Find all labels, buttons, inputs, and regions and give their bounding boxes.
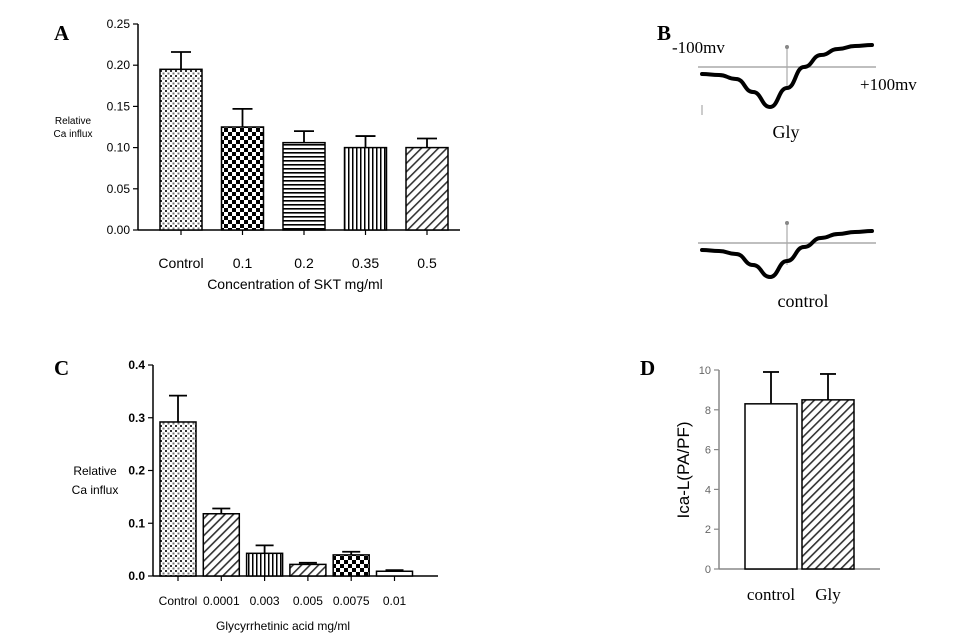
y-tick-label: 0.05 (107, 182, 131, 196)
trace-control (700, 229, 874, 279)
x-tick-label: 0.0001 (203, 594, 240, 608)
x-tick-label: 0.003 (250, 594, 280, 608)
x-tick-label: 0.35 (352, 255, 379, 271)
y-tick-label: 2 (705, 524, 711, 536)
panel-label-c: C (54, 356, 69, 380)
y-axis-label: Ca influx (54, 129, 93, 140)
x-tick-label: 0.01 (383, 594, 407, 608)
bar-0.0075 (332, 554, 370, 577)
bar-0.0001 (202, 513, 241, 577)
y-tick-label: 0.20 (107, 58, 131, 72)
panel-label-b: B (657, 21, 671, 45)
x-tick-label: control (747, 585, 795, 604)
bar-0.01 (375, 570, 414, 577)
panel-label-a: A (54, 21, 70, 45)
y-axis-label: Relative (55, 116, 92, 127)
x-tick-label: 0.1 (233, 255, 253, 271)
x-tick-label: Control (158, 255, 203, 271)
bar-Gly (801, 399, 855, 570)
x-axis-label: Glycyrrhetinic acid mg/ml (216, 619, 350, 633)
x-tick-label: 0.2 (294, 255, 314, 271)
x-axis-label: Concentration of SKT mg/ml (207, 276, 383, 292)
bar-0.005 (289, 563, 327, 577)
y-tick-label: 10 (699, 365, 711, 377)
y-tick-label: 4 (705, 484, 711, 496)
chart-c: 0.0 0.1 0.2 0.3 0.4 Control 0.0001 0.003 0.005 0.… (72, 358, 438, 633)
voltage-label-right: +100mv (860, 75, 917, 94)
y-tick-label: 0.15 (107, 99, 131, 113)
bar-control (744, 403, 798, 570)
y-tick-label: 8 (705, 405, 711, 417)
bar-0.003 (245, 552, 284, 577)
x-tick-label: 0.0075 (333, 594, 370, 608)
y-tick-label: 0.00 (107, 223, 131, 237)
y-axis-label: Ica-L(PA/PF) (674, 422, 693, 519)
x-tick-label: Control (159, 594, 198, 608)
bar-0.2 (282, 141, 326, 231)
y-tick-label: 0.3 (128, 411, 145, 425)
bar-0.1 (220, 126, 265, 231)
chart-b: Gly control -100mv +100mv (672, 38, 917, 311)
y-tick-label: 0.0 (128, 569, 145, 583)
y-tick-label: 0.4 (128, 358, 145, 372)
chart-d: 0 2 4 6 8 10 control Gly Ica-L(PA/PF) (674, 365, 880, 604)
y-tick-label: 6 (705, 445, 711, 457)
trace-Gly (700, 43, 874, 109)
trace-label: Gly (773, 122, 800, 142)
bar-Control (159, 421, 197, 577)
y-tick-label: 0.2 (128, 464, 145, 478)
voltage-label-left: -100mv (672, 38, 725, 57)
zero-marker (785, 221, 789, 225)
y-tick-label: 0.1 (128, 516, 145, 530)
chart-a: 0.00 0.05 0.10 0.15 0.20 0.25 Control 0.1 0.2 0.3… (54, 17, 460, 292)
trace-label: control (778, 291, 829, 311)
bar-Control (159, 68, 203, 231)
bar-0.35 (343, 146, 388, 231)
panel-label-d: D (640, 356, 655, 380)
y-tick-label: 0.10 (107, 141, 131, 155)
bar-0.5 (405, 146, 449, 231)
y-tick-label: 0.25 (107, 17, 131, 31)
y-tick-label: 0 (705, 564, 711, 576)
y-axis-label: Ca influx (72, 483, 119, 497)
x-tick-label: 0.005 (293, 594, 323, 608)
y-axis-label: Relative (73, 464, 117, 478)
x-tick-label: 0.5 (417, 255, 437, 271)
zero-marker (785, 45, 789, 49)
x-tick-label: Gly (815, 585, 841, 604)
